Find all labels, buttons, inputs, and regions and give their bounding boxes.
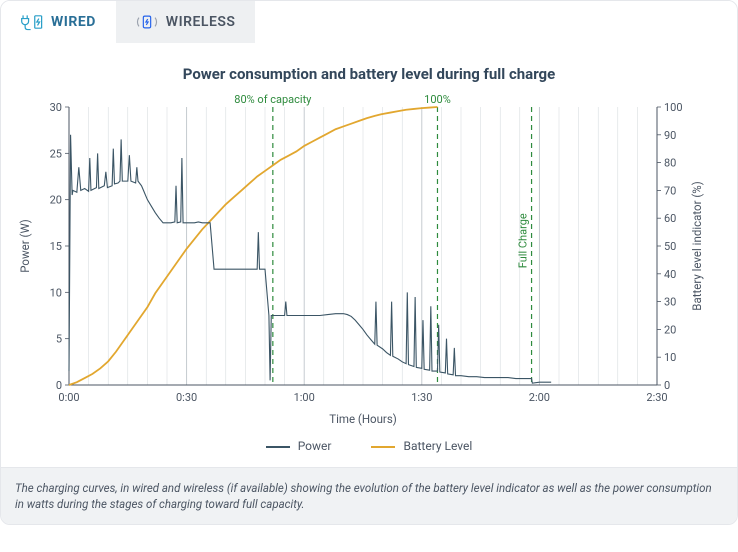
svg-text:10: 10 [50,286,62,299]
svg-text:80% of capacity: 80% of capacity [234,93,312,106]
svg-text:15: 15 [50,240,62,253]
legend-battery: Battery Level [371,439,472,453]
svg-text:0:00: 0:00 [58,391,79,404]
tabs: WIRED WIRELESS [1,1,737,43]
tab-wired[interactable]: WIRED [1,1,116,43]
wireless-icon [136,13,158,31]
svg-text:2:00: 2:00 [529,391,550,404]
legend-power: Power [266,439,332,453]
svg-text:70: 70 [664,184,676,197]
tab-wireless-label: WIRELESS [166,14,236,30]
tab-wireless[interactable]: WIRELESS [116,1,256,43]
chart-title: Power consumption and battery level duri… [13,65,725,83]
svg-text:Full Charge: Full Charge [517,213,530,268]
svg-text:90: 90 [664,129,676,142]
svg-text:20: 20 [50,194,62,207]
svg-text:10: 10 [664,351,676,364]
svg-text:100: 100 [664,101,683,114]
svg-text:30: 30 [664,296,676,309]
svg-text:Power (W): Power (W) [18,219,32,273]
chart-container: Power consumption and battery level duri… [1,43,737,467]
legend: Power Battery Level [13,433,725,467]
legend-battery-label: Battery Level [403,439,472,453]
svg-text:100%: 100% [424,93,451,106]
svg-text:80: 80 [664,157,676,170]
svg-text:50: 50 [664,240,676,253]
svg-text:1:00: 1:00 [294,391,315,404]
svg-text:60: 60 [664,212,676,225]
chart-caption: The charging curves, in wired and wirele… [1,467,737,524]
svg-text:20: 20 [664,323,676,336]
svg-text:5: 5 [56,333,62,346]
svg-text:0:30: 0:30 [176,391,197,404]
svg-text:Battery level indicator (%): Battery level indicator (%) [690,181,704,310]
charging-card: WIRED WIRELESS Power consumption and bat… [0,0,738,525]
power-battery-chart: 05101520253001020304050607080901000:000:… [13,89,713,429]
plug-icon [21,13,43,31]
svg-text:40: 40 [664,268,676,281]
tab-wired-label: WIRED [51,14,96,30]
svg-text:30: 30 [50,101,62,114]
svg-text:25: 25 [50,147,62,160]
legend-power-label: Power [298,439,332,453]
svg-text:2:30: 2:30 [646,391,667,404]
svg-text:Time (Hours): Time (Hours) [329,412,397,426]
svg-text:1:30: 1:30 [411,391,432,404]
